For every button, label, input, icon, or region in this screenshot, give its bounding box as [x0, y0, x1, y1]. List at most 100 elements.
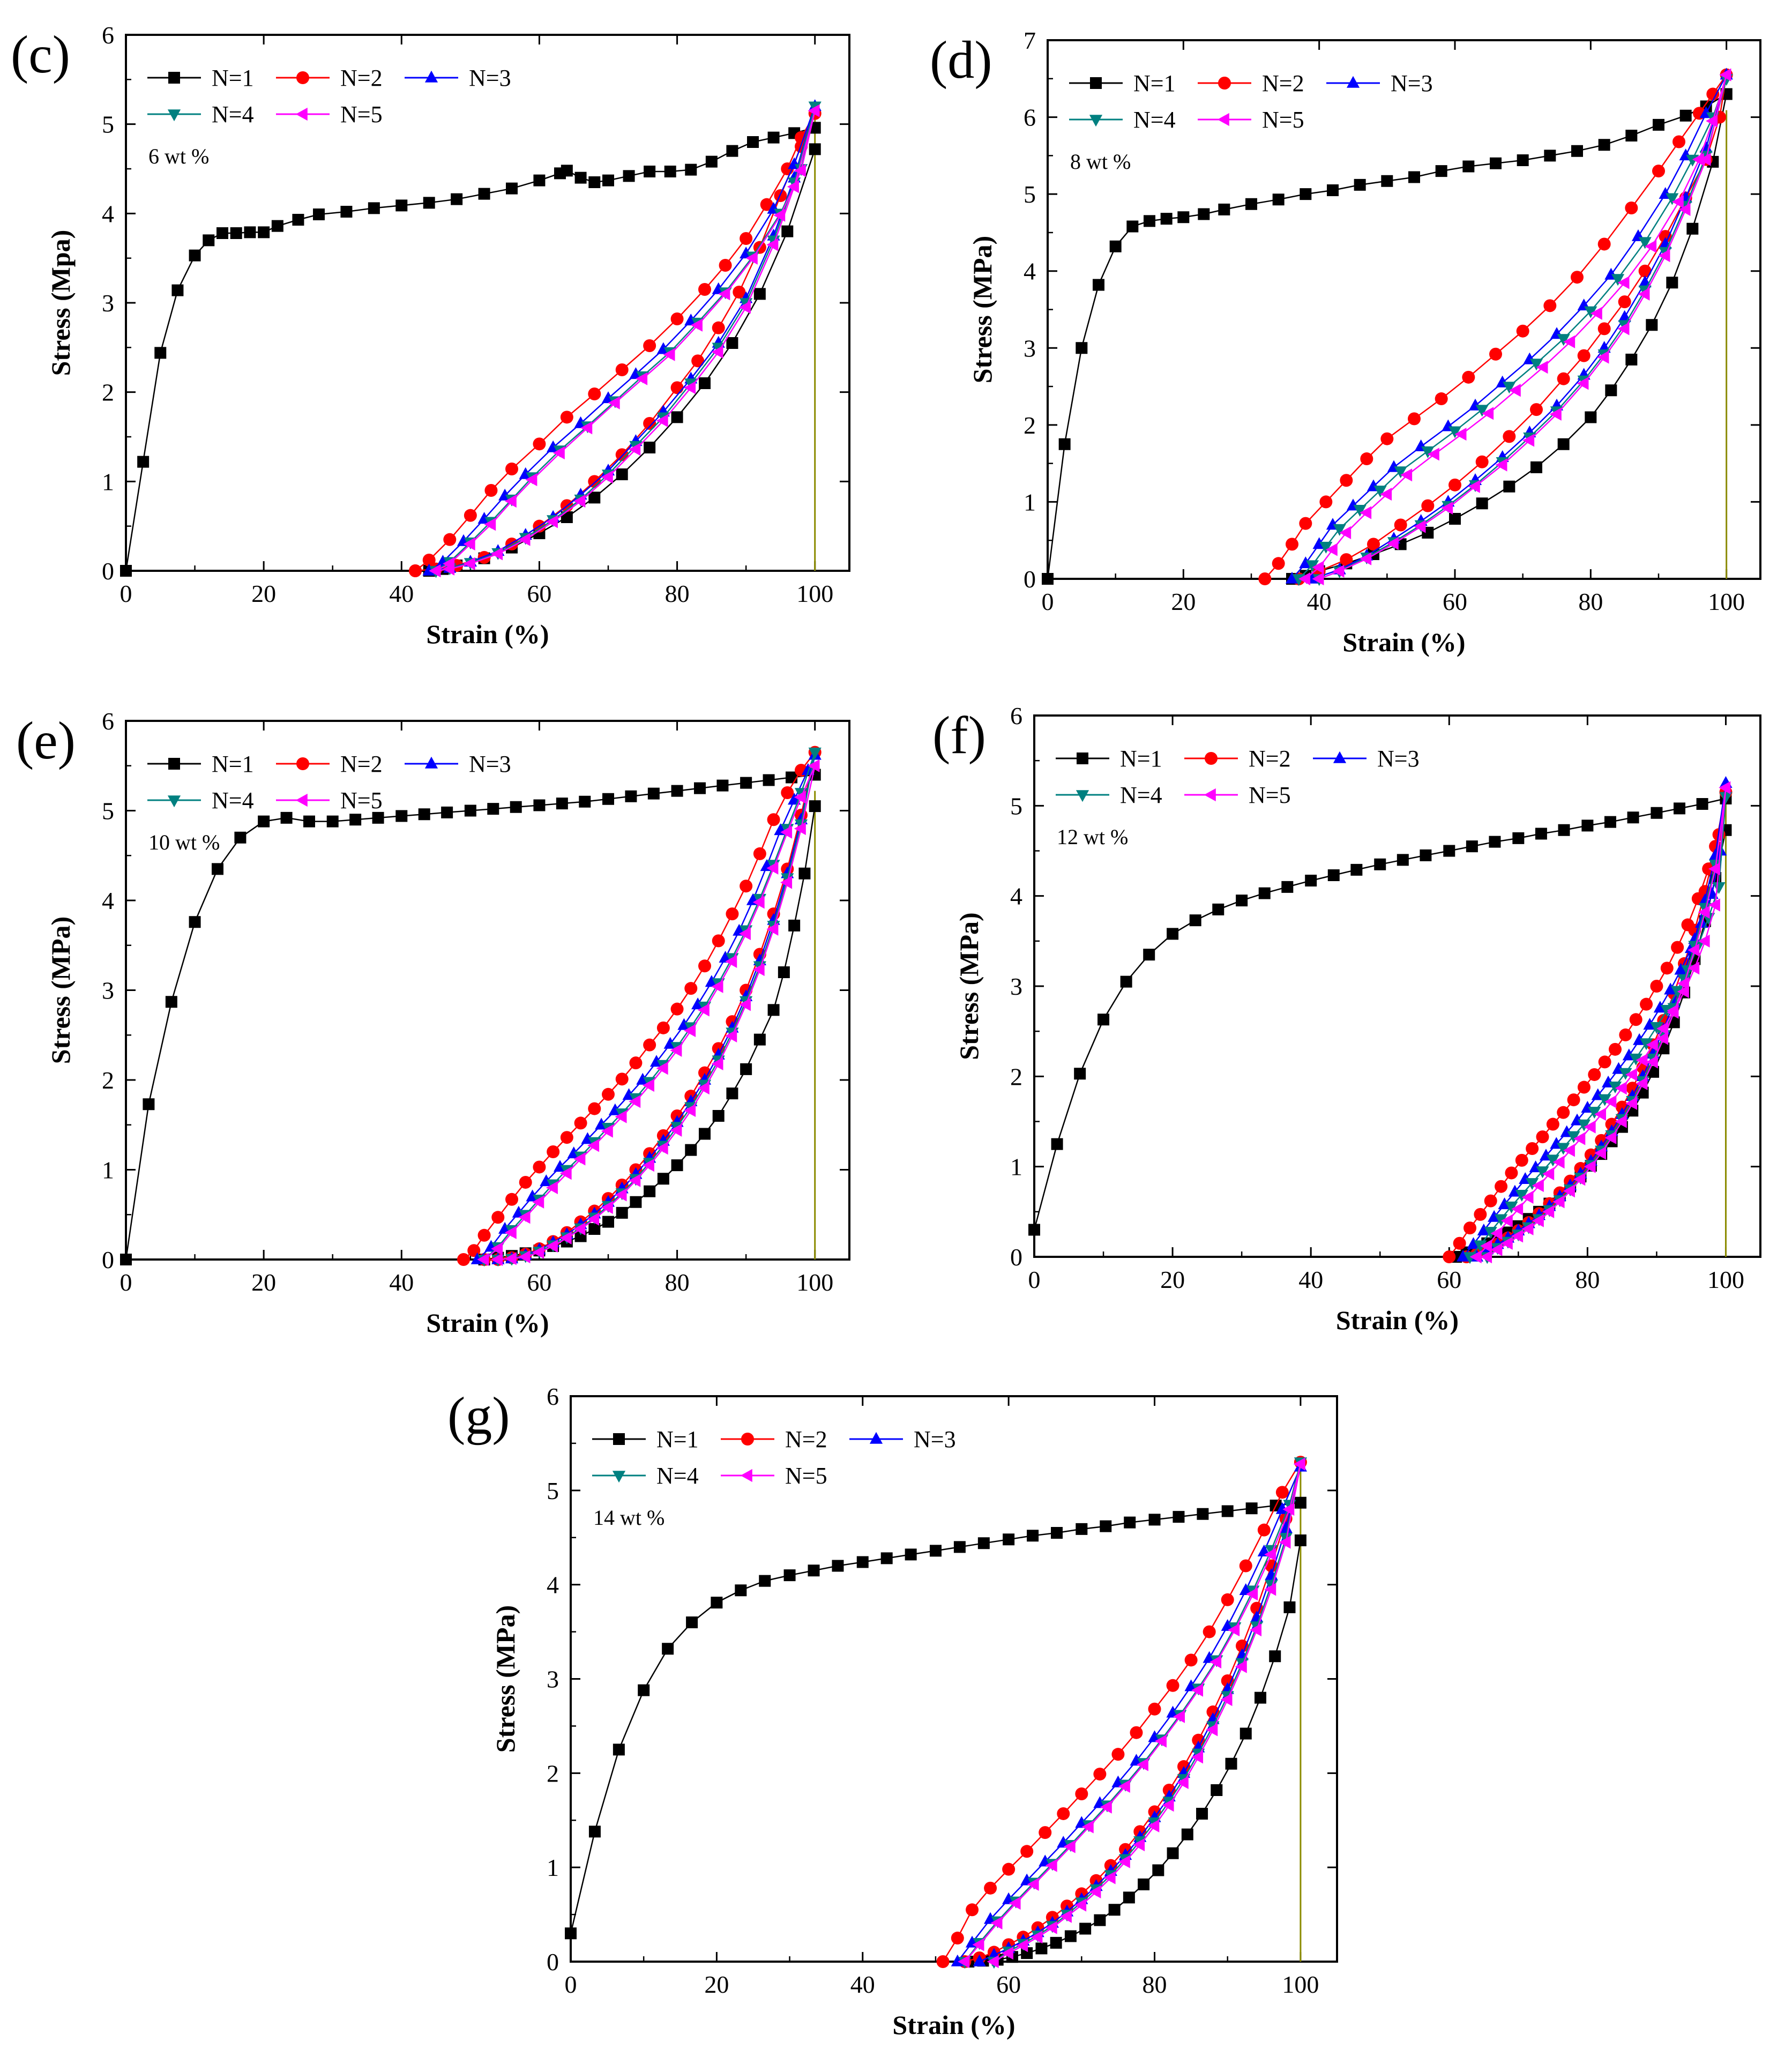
- data-point: [1466, 840, 1478, 853]
- data-point: [1469, 1250, 1482, 1264]
- data-point: [1281, 881, 1294, 893]
- data-point: [1100, 1800, 1112, 1814]
- data-point: [505, 463, 518, 475]
- data-point: [1615, 1082, 1627, 1095]
- series-n-1: [1042, 88, 1733, 585]
- data-point: [518, 533, 531, 546]
- data-point: [738, 927, 751, 941]
- data-point: [1002, 1892, 1016, 1904]
- data-point: [1009, 1896, 1021, 1910]
- data-point: [1123, 1891, 1135, 1904]
- data-point: [1563, 1184, 1575, 1198]
- data-point: [977, 1537, 990, 1549]
- data-point: [1480, 1239, 1492, 1253]
- data-point: [1686, 222, 1699, 235]
- data-point: [1671, 941, 1684, 954]
- data-point: [1509, 384, 1521, 397]
- y-tick-label: 3: [547, 1666, 559, 1693]
- data-point: [808, 747, 822, 759]
- legend-swatch-marker: [1346, 76, 1360, 88]
- data-point: [1629, 1053, 1642, 1065]
- legend: N=1 N=2 N=3 N=4 N=5: [1056, 746, 1420, 808]
- data-point: [1557, 1143, 1570, 1155]
- series-line: [125, 127, 816, 571]
- data-point: [1503, 430, 1516, 443]
- data-point: [726, 1087, 738, 1100]
- series-line: [570, 1502, 1301, 1934]
- data-point: [546, 1239, 558, 1253]
- data-point: [1051, 1526, 1063, 1539]
- data-point: [1688, 962, 1700, 975]
- data-point: [1075, 1816, 1088, 1828]
- x-tick-label: 40: [389, 1269, 414, 1296]
- data-point: [1708, 898, 1720, 912]
- data-point: [1108, 1904, 1121, 1916]
- data-point: [1143, 949, 1155, 961]
- data-point: [1619, 1028, 1632, 1041]
- chart-panel-1: (d) 0 20 40 60 80 100 0 1 2 3 4 5 6 7 Strain (%) Stress …: [930, 27, 1761, 657]
- data-point: [1109, 240, 1122, 252]
- data-point: [1590, 307, 1602, 320]
- data-point: [1294, 1534, 1306, 1547]
- data-point: [953, 1541, 966, 1553]
- data-point: [808, 104, 820, 117]
- data-point: [1557, 334, 1570, 346]
- data-point: [788, 919, 801, 932]
- data-point: [1035, 1942, 1048, 1955]
- data-point: [1203, 1651, 1216, 1663]
- data-point: [1173, 1710, 1185, 1723]
- y-tick-label: 5: [1010, 792, 1022, 819]
- data-point: [189, 916, 201, 928]
- data-point: [1536, 361, 1548, 374]
- data-point: [615, 363, 629, 376]
- data-point: [552, 446, 565, 460]
- y-tick-label: 0: [547, 1948, 559, 1976]
- panel-letter: (g): [447, 1386, 510, 1445]
- data-point: [1503, 480, 1515, 493]
- data-point: [1467, 1237, 1480, 1249]
- data-point: [1427, 448, 1439, 461]
- legend-label: N=4: [1133, 107, 1176, 133]
- data-point: [1674, 802, 1686, 815]
- data-point: [699, 1128, 711, 1140]
- y-tick-label: 6: [102, 707, 114, 735]
- x-tick-label: 20: [251, 580, 276, 607]
- data-point: [1594, 1107, 1606, 1121]
- data-point: [1666, 277, 1678, 289]
- series-n-5: [477, 759, 820, 1266]
- legend: N=1 N=2 N=3 N=4 N=5: [1069, 70, 1433, 133]
- y-axis-title: Stress (MPa): [490, 1605, 520, 1753]
- x-tick-label: 80: [665, 1269, 690, 1296]
- data-point: [1138, 1878, 1150, 1890]
- data-point: [258, 226, 270, 239]
- data-point: [443, 562, 455, 576]
- data-point: [573, 1222, 586, 1236]
- data-point: [638, 1684, 650, 1696]
- data-point: [987, 1955, 999, 1969]
- data-point: [929, 1545, 942, 1557]
- y-tick-label: 5: [102, 798, 114, 825]
- data-point: [1269, 1650, 1281, 1663]
- panel-letter: (d): [930, 30, 992, 90]
- data-point: [1640, 997, 1653, 1011]
- series-n-1: [1028, 792, 1732, 1236]
- data-point: [1381, 175, 1393, 187]
- y-tick-label: 4: [547, 1571, 559, 1599]
- data-point: [1448, 426, 1462, 438]
- data-point: [1468, 480, 1480, 493]
- data-point: [1584, 306, 1597, 318]
- data-point: [1605, 384, 1617, 397]
- data-point: [738, 301, 751, 314]
- data-point: [1477, 1223, 1490, 1235]
- data-point: [794, 164, 806, 177]
- data-point: [1235, 1660, 1247, 1673]
- data-point: [1408, 171, 1420, 183]
- x-tick-label: 80: [1578, 588, 1603, 615]
- data-point: [1286, 538, 1298, 551]
- data-point: [1300, 188, 1312, 200]
- legend-label: N=1: [1133, 70, 1176, 96]
- legend-label: N=2: [1262, 70, 1304, 96]
- legend-label: N=5: [340, 101, 383, 128]
- data-point: [1028, 1224, 1040, 1236]
- data-point: [533, 1160, 546, 1174]
